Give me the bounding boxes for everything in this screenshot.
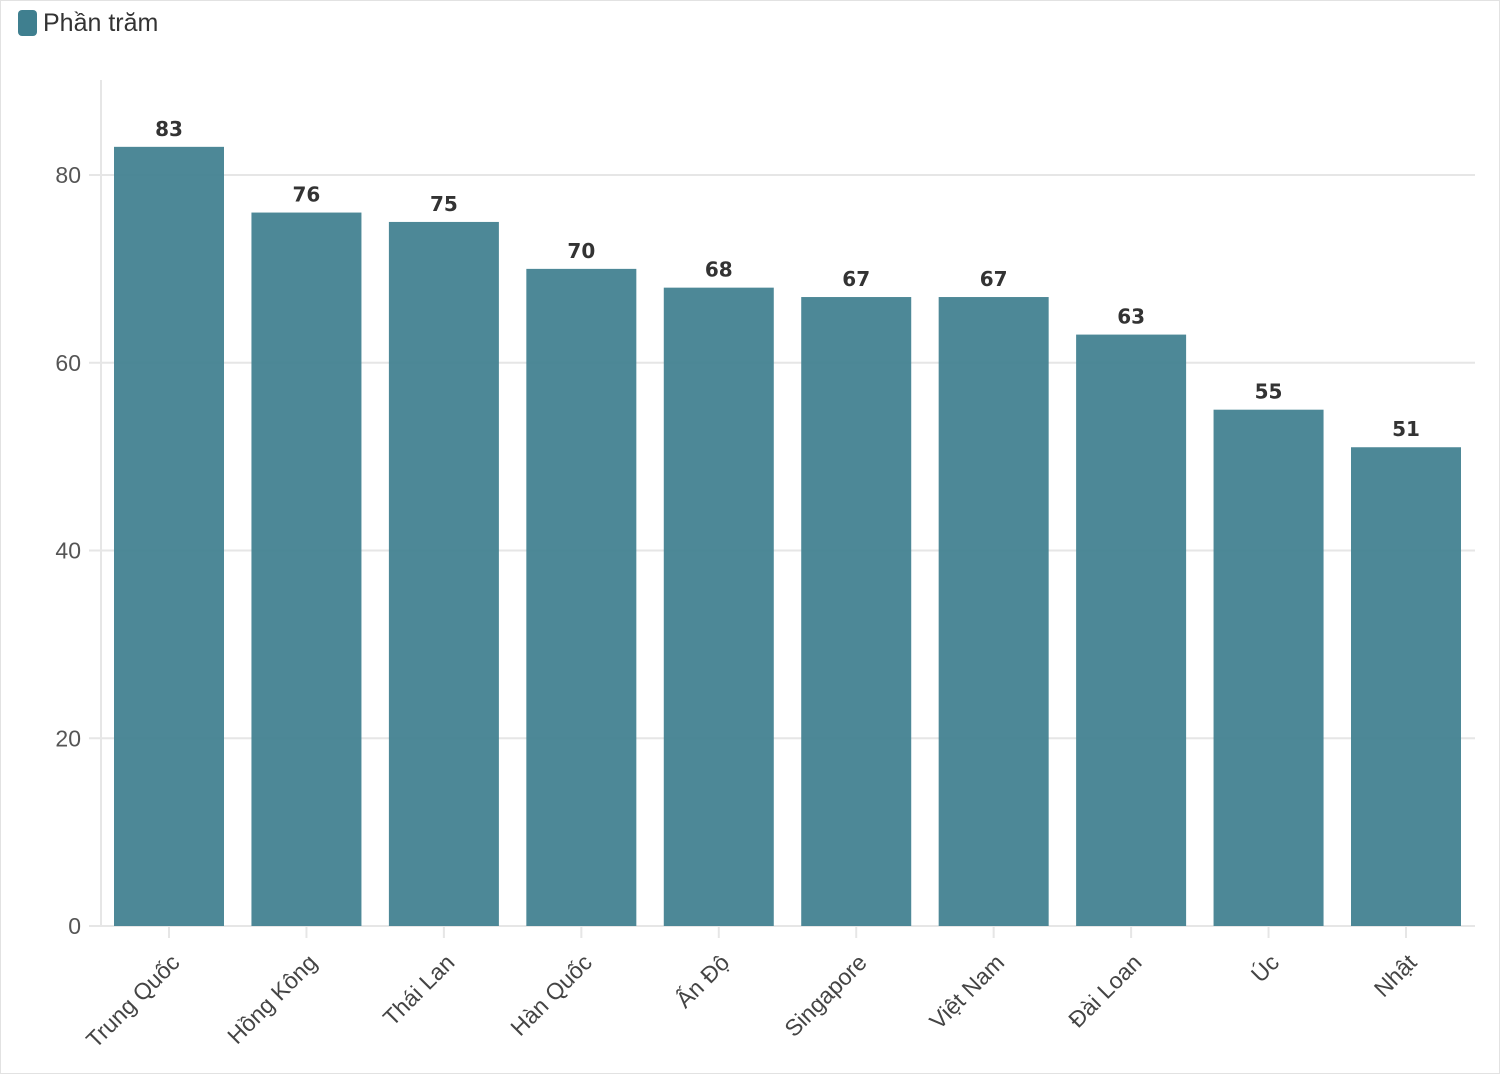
legend-swatch <box>18 10 37 36</box>
bar-value-label: 55 <box>1255 380 1283 404</box>
y-tick-label: 20 <box>55 725 81 751</box>
y-tick-label: 60 <box>55 350 81 376</box>
bar-value-label: 70 <box>567 239 595 263</box>
bar-value-label: 67 <box>980 267 1008 291</box>
bar-value-label: 75 <box>430 192 458 216</box>
y-tick-label: 0 <box>68 913 81 939</box>
bar <box>1076 334 1187 926</box>
bar-value-label: 68 <box>705 258 733 282</box>
y-tick-label: 40 <box>55 538 81 564</box>
bar <box>114 146 224 926</box>
bar-value-label: 83 <box>155 117 183 141</box>
bar <box>801 297 912 927</box>
bar-value-label: 67 <box>842 267 870 291</box>
x-tick-label: Úc <box>1246 949 1284 987</box>
x-tick-label: Thái Lan <box>378 949 460 1031</box>
x-tick-label: Hồng Kông <box>222 949 322 1049</box>
bar <box>663 287 774 926</box>
x-tick-label: Hàn Quốc <box>505 949 597 1041</box>
bar-value-label: 76 <box>293 183 321 207</box>
bar-value-label: 63 <box>1117 305 1145 329</box>
legend-label: Phần trăm <box>43 8 159 37</box>
bar <box>388 221 499 926</box>
y-tick-label: 80 <box>55 162 81 188</box>
x-tick-label: Trung Quốc <box>81 949 185 1053</box>
bar <box>1213 409 1324 926</box>
bar <box>1351 447 1461 926</box>
bar-value-label: 51 <box>1392 417 1420 441</box>
bar <box>251 212 362 927</box>
x-tick-label: Ấn Độ <box>670 948 734 1012</box>
x-tick-label: Nhật <box>1369 949 1422 1002</box>
x-tick-label: Singapore <box>779 949 872 1042</box>
legend: Phần trăm <box>18 8 158 38</box>
bar <box>938 297 1049 927</box>
x-tick-label: Đài Loan <box>1063 949 1146 1032</box>
bar <box>526 268 637 926</box>
x-tick-label: Việt Nam <box>924 949 1009 1034</box>
